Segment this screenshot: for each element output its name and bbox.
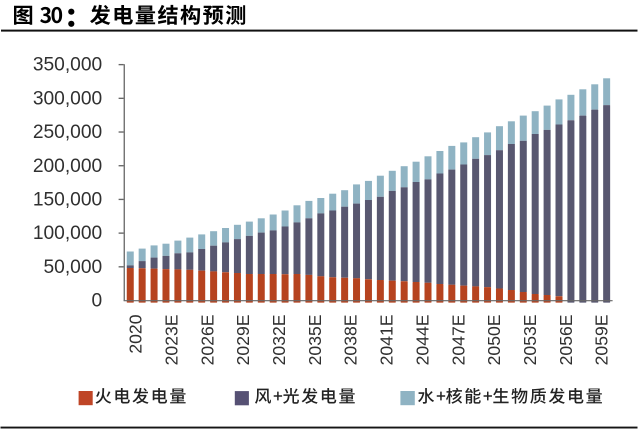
svg-text:2032E: 2032E: [269, 315, 289, 366]
svg-text:2047E: 2047E: [448, 315, 468, 366]
svg-text:350,000: 350,000: [33, 55, 102, 76]
svg-text:2056E: 2056E: [556, 315, 576, 366]
svg-text:2059E: 2059E: [592, 315, 612, 366]
svg-text:50,000: 50,000: [44, 257, 103, 278]
svg-text:2038E: 2038E: [341, 315, 361, 366]
svg-text:2020: 2020: [126, 314, 146, 353]
svg-text:2035E: 2035E: [305, 315, 325, 366]
svg-text:2029E: 2029E: [233, 315, 253, 366]
svg-text:2044E: 2044E: [412, 315, 432, 366]
svg-text:200,000: 200,000: [33, 156, 102, 177]
svg-text:100,000: 100,000: [33, 223, 102, 244]
svg-text:150,000: 150,000: [33, 190, 102, 211]
svg-text:2050E: 2050E: [484, 315, 504, 366]
svg-text:2023E: 2023E: [161, 315, 181, 366]
svg-text:250,000: 250,000: [33, 122, 102, 143]
svg-text:2053E: 2053E: [520, 315, 540, 366]
svg-text:300,000: 300,000: [33, 88, 102, 109]
svg-text:2026E: 2026E: [197, 315, 217, 366]
svg-text:2041E: 2041E: [377, 315, 397, 366]
svg-text:0: 0: [92, 291, 103, 312]
